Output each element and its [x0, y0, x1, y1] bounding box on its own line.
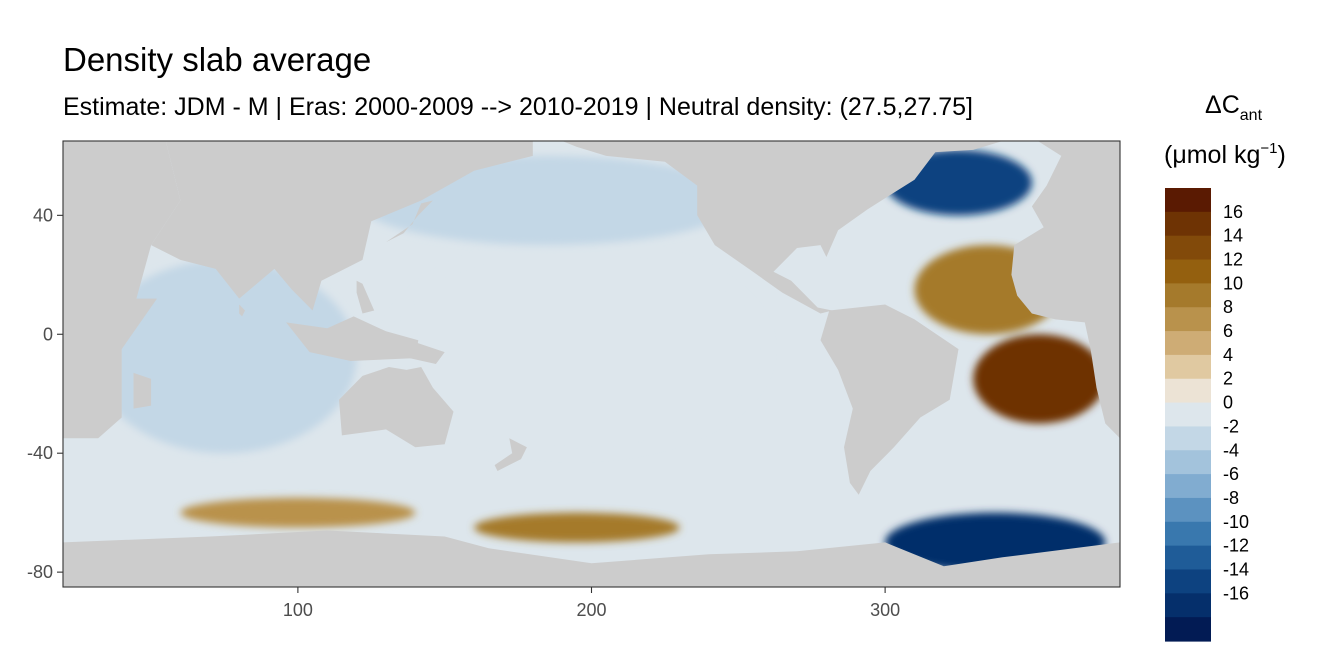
legend-swatch	[1165, 188, 1211, 213]
legend-title: ΔCant	[1205, 91, 1263, 124]
x-tick-label: 200	[576, 600, 606, 620]
legend-swatch	[1165, 235, 1211, 261]
legend-label: -4	[1223, 440, 1239, 460]
legend-label: -6	[1223, 464, 1239, 484]
legend-label: 8	[1223, 297, 1233, 317]
land-antarctica	[63, 530, 1120, 587]
legend-swatch	[1165, 402, 1211, 428]
y-tick-label: 40	[33, 205, 53, 225]
field-layer	[63, 141, 1120, 587]
land-japan	[386, 200, 433, 243]
legend-swatch	[1165, 497, 1211, 523]
legend-swatch	[1165, 211, 1211, 237]
legend-label: -16	[1223, 583, 1249, 603]
legend-label: 0	[1223, 393, 1233, 413]
region-eastern-tropical-atlantic	[973, 334, 1106, 424]
region-southern-ocean-pacific-sector	[474, 512, 680, 543]
legend-swatch	[1165, 426, 1211, 451]
region-tropical-pacific	[385, 245, 768, 454]
land-africa-west	[63, 141, 181, 439]
land-borneo-indonesia	[286, 316, 419, 361]
region-southern-ocean-indian-sector	[180, 497, 416, 528]
legend-label: 12	[1223, 250, 1243, 270]
legend-label: 14	[1223, 226, 1243, 246]
legend-label: 16	[1223, 202, 1243, 222]
y-tick-label: -40	[27, 443, 53, 463]
land-australia	[339, 367, 454, 448]
land-north-america	[562, 141, 944, 314]
legend-label: 2	[1223, 369, 1233, 389]
land-eurasia	[151, 141, 533, 311]
land-europe-africa-east	[1011, 141, 1120, 439]
legend-swatch	[1165, 521, 1211, 547]
region-indian-ocean	[92, 259, 357, 454]
land-greenland	[899, 141, 1003, 153]
legend-swatch	[1165, 545, 1211, 571]
legend-swatch	[1165, 354, 1211, 380]
y-tick-label: -80	[27, 562, 53, 582]
legend-label: -14	[1223, 560, 1249, 580]
chart-subtitle: Estimate: JDM - M | Eras: 2000-2009 --> …	[63, 93, 973, 121]
legend-label: 10	[1223, 273, 1243, 293]
legend-units: (μmol kg−1)	[1164, 140, 1286, 169]
x-tick-label: 100	[283, 600, 313, 620]
legend-swatch	[1165, 474, 1211, 499]
legend-swatch	[1165, 569, 1211, 594]
legend-swatch	[1165, 450, 1211, 475]
land-south-america	[820, 304, 959, 495]
x-tick-label: 300	[870, 600, 900, 620]
land-madagascar	[133, 372, 152, 409]
legend-label: -10	[1223, 512, 1249, 532]
land-philippines	[356, 280, 375, 314]
y-tick-label: 0	[43, 324, 53, 344]
legend-swatch	[1165, 617, 1211, 642]
legend-swatch	[1165, 331, 1211, 356]
legend-swatch	[1165, 283, 1211, 308]
land-sri-lanka	[239, 304, 245, 317]
chart-title: Density slab average	[63, 41, 372, 78]
land-new-zealand	[494, 438, 527, 471]
legend-swatch	[1165, 307, 1211, 332]
legend-swatch	[1165, 259, 1211, 284]
legend-label: -2	[1223, 416, 1239, 436]
land-new-guinea	[388, 337, 445, 364]
legend-label: -12	[1223, 536, 1249, 556]
legend-swatch	[1165, 593, 1211, 618]
legend-label: 4	[1223, 345, 1233, 365]
legend-label: -8	[1223, 488, 1239, 508]
legend-label: 6	[1223, 321, 1233, 341]
land-masses	[63, 141, 1120, 587]
legend-swatch	[1165, 378, 1211, 404]
